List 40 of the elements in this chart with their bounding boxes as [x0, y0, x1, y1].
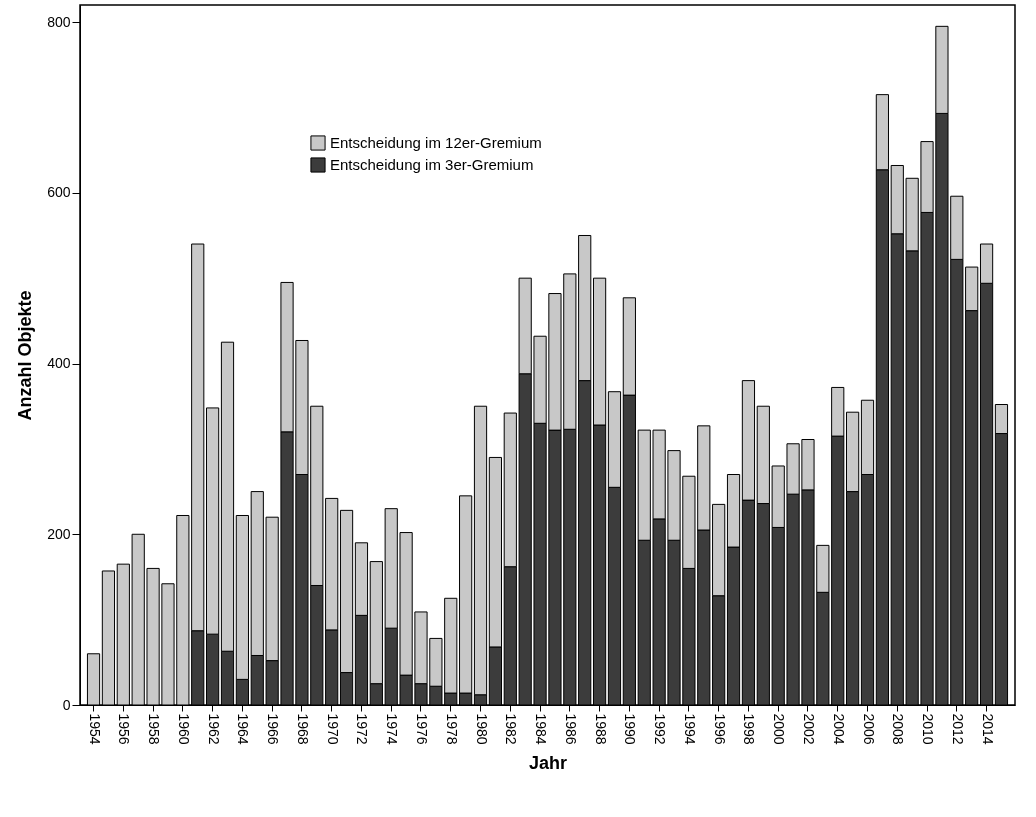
x-tick-label: 1960 — [175, 713, 192, 745]
x-tick-label: 1988 — [592, 713, 609, 745]
x-tick-label: 1978 — [443, 713, 460, 745]
x-tick-label: 2010 — [920, 713, 937, 745]
x-tick-label: 1976 — [413, 713, 430, 745]
x-tick-label: 2014 — [979, 713, 996, 745]
x-tick-label: 1958 — [146, 713, 163, 745]
x-tick-label: 1984 — [533, 713, 550, 745]
legend-label: Entscheidung im 3er-Gremium — [330, 156, 534, 173]
x-tick-label: 1982 — [503, 713, 520, 745]
x-tick-label: 2000 — [771, 713, 788, 745]
x-tick-label: 1972 — [354, 713, 371, 745]
x-tick-label: 1966 — [265, 713, 282, 745]
y-tick-label: 600 — [47, 184, 71, 201]
x-tick-label: 1986 — [562, 713, 579, 745]
x-tick-label: 1994 — [681, 713, 698, 745]
y-axis-title: Anzahl Objekte — [15, 290, 36, 421]
legend-label: Entscheidung im 12er-Gremium — [330, 134, 542, 151]
x-tick-label: 1956 — [116, 713, 133, 745]
x-tick-label: 1954 — [86, 713, 103, 745]
x-tick-label: 2008 — [890, 713, 907, 745]
x-tick-label: 1970 — [324, 713, 341, 745]
x-tick-label: 1974 — [384, 713, 401, 745]
x-tick-label: 1980 — [473, 713, 490, 745]
x-tick-label: 1962 — [205, 713, 222, 745]
y-tick-label: 0 — [62, 696, 71, 713]
x-tick-label: 2004 — [830, 713, 847, 745]
x-tick-label: 1968 — [294, 713, 311, 745]
x-tick-label: 2006 — [860, 713, 877, 745]
y-tick-label: 200 — [47, 525, 71, 542]
y-tick-label: 400 — [47, 355, 71, 372]
x-tick-label: 1996 — [711, 713, 728, 745]
x-tick-label: 2002 — [800, 713, 817, 745]
x-tick-label: 1992 — [652, 713, 669, 745]
x-tick-label: 1990 — [622, 713, 639, 745]
x-tick-label: 2012 — [949, 713, 966, 745]
x-tick-label: 1964 — [235, 713, 252, 745]
x-tick-label: 1998 — [741, 713, 758, 745]
y-tick-label: 800 — [47, 13, 71, 30]
x-axis-title: Jahr — [528, 752, 568, 773]
